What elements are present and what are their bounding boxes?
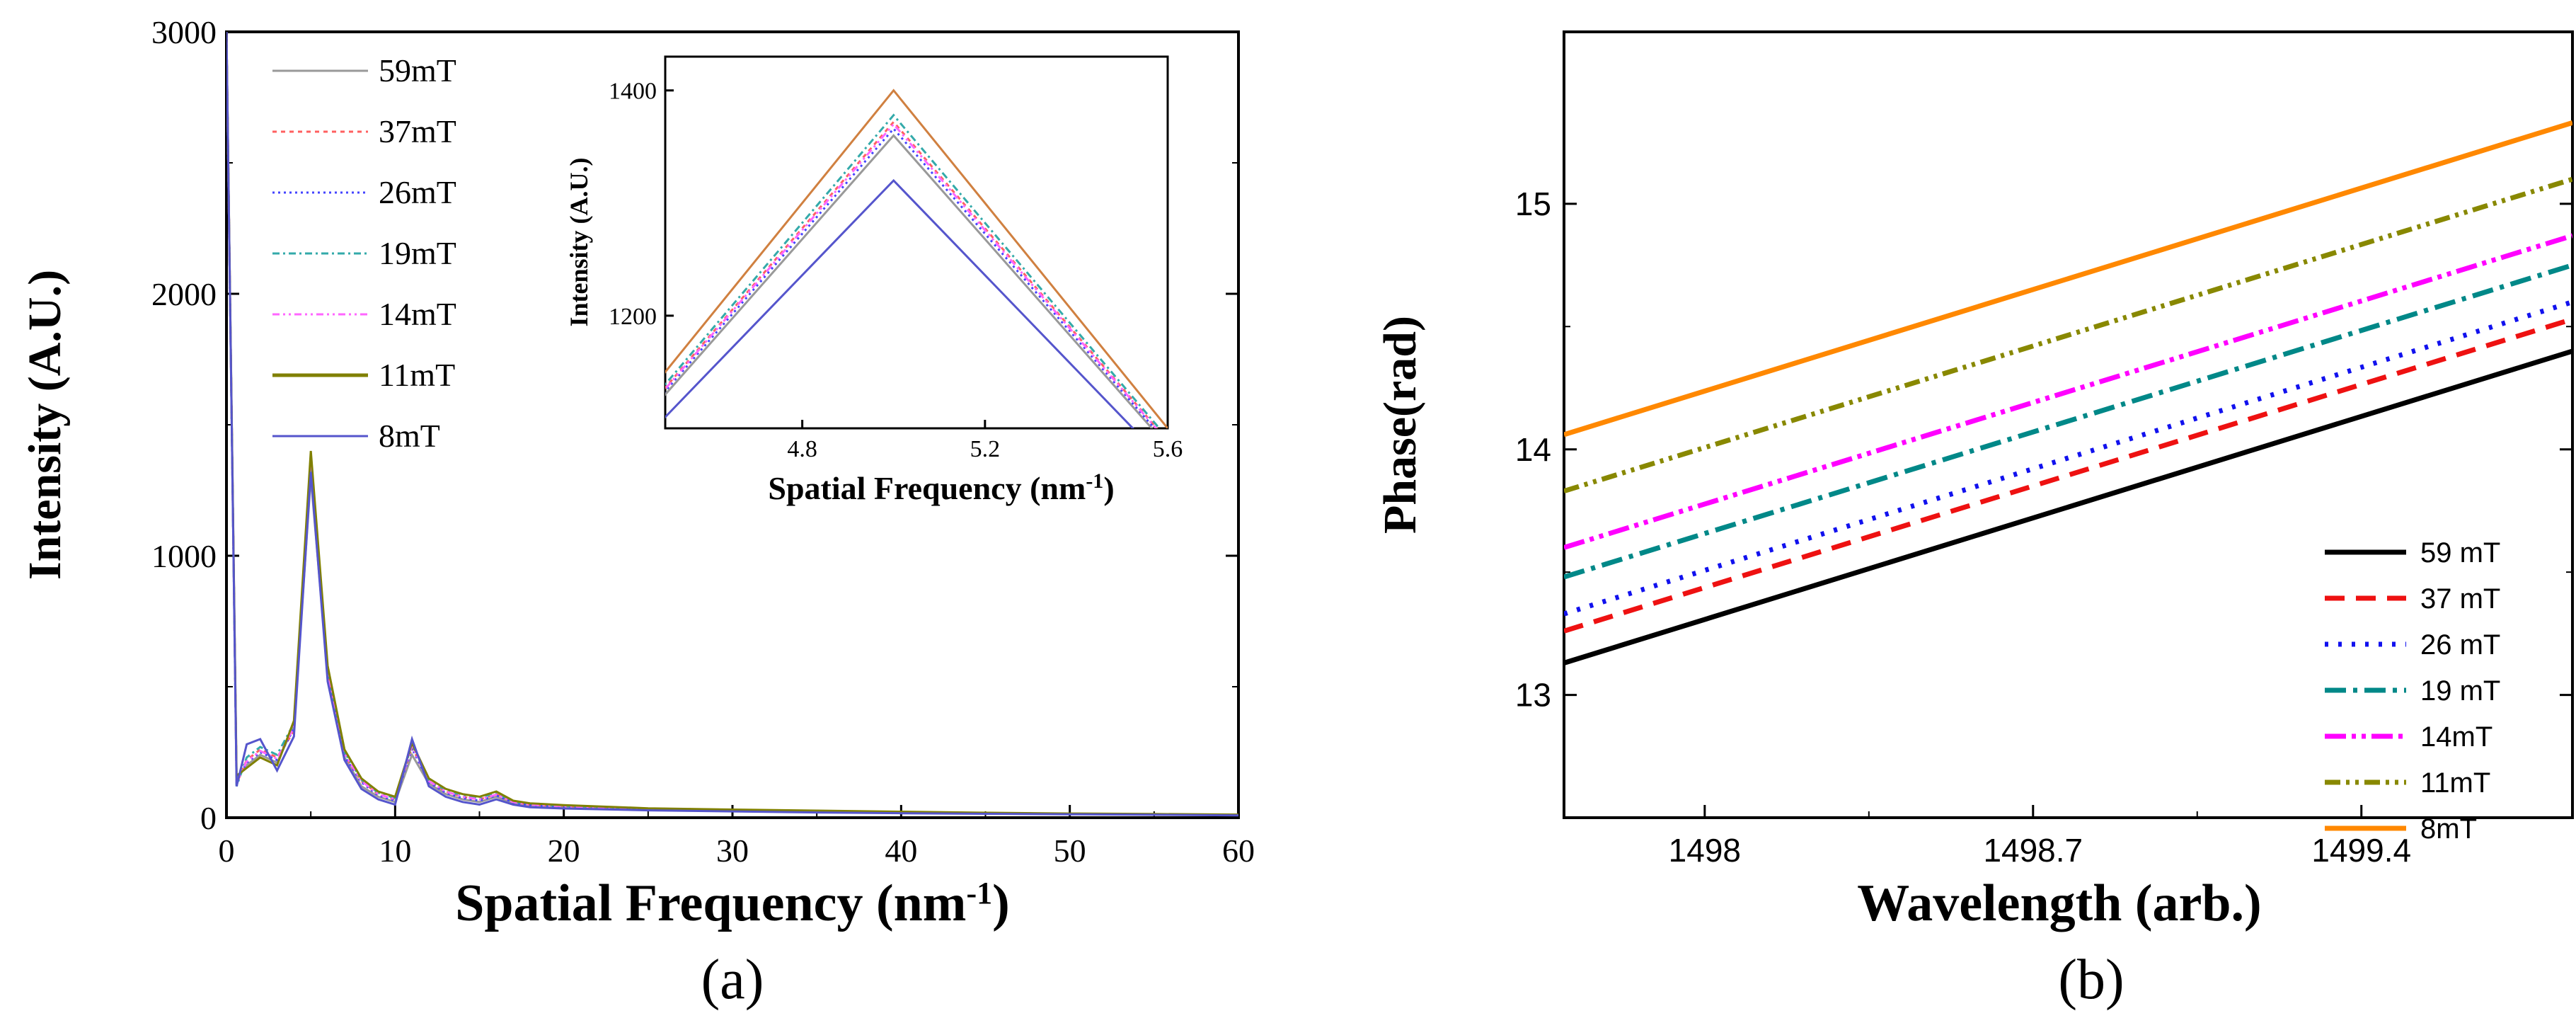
- a-series-8mt: [226, 32, 1238, 817]
- b-legend-label-37-mt: 37 mT: [2420, 583, 2500, 615]
- a-x-tick-label: 50: [1054, 833, 1086, 869]
- b-legend-label-14mt: 14mT: [2420, 721, 2492, 753]
- a-y-tick-label: 3000: [151, 14, 217, 50]
- b-ticks: [1564, 202, 2572, 818]
- a-x-tick-label: 60: [1222, 833, 1255, 869]
- inset-tick-labels: 4.8 5.2 5.6 1200 1400: [609, 79, 1183, 462]
- b-y-tick-label: 15: [1515, 185, 1551, 222]
- a-x-axis-label-sup: -1: [966, 876, 992, 910]
- a-legend: 59mT 37mT 26mT 19mT 14mT 11mT 8mT: [272, 52, 456, 454]
- a-y-tick-label: 1000: [151, 538, 217, 574]
- b-series-59-mt: [1564, 348, 2572, 665]
- b-y-axis-label: Phase(rad): [1374, 316, 1426, 534]
- inset-series-59mt: [665, 134, 1154, 428]
- b-series-37-mt: [1564, 316, 2572, 634]
- b-tick-labels: 1498 1498.7 1499.4 13 14 15: [1515, 185, 2411, 869]
- b-legend-label-59-mt: 59 mT: [2420, 537, 2500, 568]
- inset-x-axis-label: Spatial Frequency (nm-1): [768, 469, 1114, 507]
- a-y-axis-label: Intensity (A.U.): [19, 270, 71, 580]
- a-x-axis-label-close: ): [992, 874, 1010, 932]
- b-series-19-mt: [1564, 263, 2572, 580]
- a-legend-label-59mt: 59mT: [379, 52, 456, 88]
- a-x-tick-label: 10: [379, 833, 411, 869]
- panel-label-b: (b): [2058, 949, 2124, 1011]
- a-ticks: [225, 30, 1240, 819]
- b-y-tick-label: 13: [1515, 677, 1551, 714]
- b-legend-label-26-mt: 26 mT: [2420, 629, 2500, 661]
- a-legend-label-8mt: 8mT: [379, 418, 440, 454]
- a-legend-label-11mt: 11mT: [379, 357, 455, 393]
- a-legend-label-14mt: 14mT: [379, 296, 456, 332]
- b-legend: 59 mT 37 mT 26 mT 19 mT 14mT 11mT 8mT: [2325, 537, 2500, 845]
- b-series-14mt: [1564, 233, 2572, 550]
- b-x-tick-label: 1498: [1669, 832, 1741, 869]
- a-y-tick-label: 2000: [151, 276, 217, 312]
- panel-label-a: (a): [701, 949, 764, 1011]
- inset-x-axis-label-main: Spatial Frequency (nm: [768, 470, 1086, 506]
- b-series-lines: [1564, 120, 2572, 665]
- inset-series-8mt: [665, 178, 1134, 428]
- b-series-11mt: [1564, 176, 2572, 494]
- a-y-tick-label: 0: [200, 800, 217, 836]
- inset-series-19mt: [665, 113, 1161, 428]
- a-legend-label-26mt: 26mT: [379, 174, 456, 210]
- a-x-axis-label-main: Spatial Frequency (nm: [455, 874, 966, 932]
- b-series-8mt: [1564, 120, 2572, 438]
- a-legend-label-19mt: 19mT: [379, 235, 456, 271]
- b-legend-label-19-mt: 19 mT: [2420, 675, 2500, 707]
- a-x-tick-label: 20: [548, 833, 580, 869]
- inset-y-tick-label: 1200: [609, 304, 657, 330]
- a-x-axis-label: Spatial Frequency (nm-1): [455, 874, 1010, 932]
- panel-b: 1498 1498.7 1499.4 13 14 15 59 mT 37 mT 26 mT 19…: [1374, 30, 2574, 1011]
- a-x-tick-label: 30: [716, 833, 749, 869]
- a-legend-label-37mt: 37mT: [379, 113, 456, 149]
- a-x-tick-label: 40: [885, 833, 917, 869]
- inset-x-tick-label: 5.6: [1153, 436, 1183, 462]
- inset-x-tick-label: 4.8: [787, 436, 817, 462]
- a-x-tick-label: 0: [219, 833, 235, 869]
- b-series-26-mt: [1564, 299, 2572, 617]
- inset-series-lines: [665, 88, 1168, 428]
- b-x-tick-label: 1498.7: [1983, 832, 2083, 869]
- inset-plot: 4.8 5.2 5.6 1200 1400 Intensity (A.U.) Spati…: [565, 55, 1183, 507]
- plot-frame-b: [1563, 30, 2574, 819]
- a-tick-labels: 0 10 20 30 40 50 60 0 1000 2000 3000: [151, 14, 1255, 869]
- a-series-lines: [226, 32, 1238, 817]
- inset-x-axis-label-close: ): [1103, 470, 1114, 506]
- inset-y-axis-label: Intensity (A.U.): [565, 158, 593, 327]
- panel-a: 0 10 20 30 40 50 60 0 1000 2000 3000 59mT 37mT 26mT 1…: [19, 14, 1255, 1011]
- b-y-tick-label: 14: [1515, 431, 1551, 468]
- b-legend-label-8mt: 8mT: [2420, 813, 2477, 845]
- b-legend-label-11mt: 11mT: [2420, 767, 2490, 799]
- a-series-11mt: [226, 32, 1238, 816]
- inset-frame: [664, 55, 1169, 430]
- inset-series-11mt: [665, 88, 1168, 428]
- inset-y-tick-label: 1400: [609, 79, 657, 105]
- b-x-axis-label: Wavelength (arb.): [1857, 874, 2261, 932]
- inset-x-axis-label-sup: -1: [1086, 469, 1103, 493]
- inset-x-tick-label: 5.2: [970, 436, 1001, 462]
- b-x-tick-label: 1499.4: [2311, 832, 2411, 869]
